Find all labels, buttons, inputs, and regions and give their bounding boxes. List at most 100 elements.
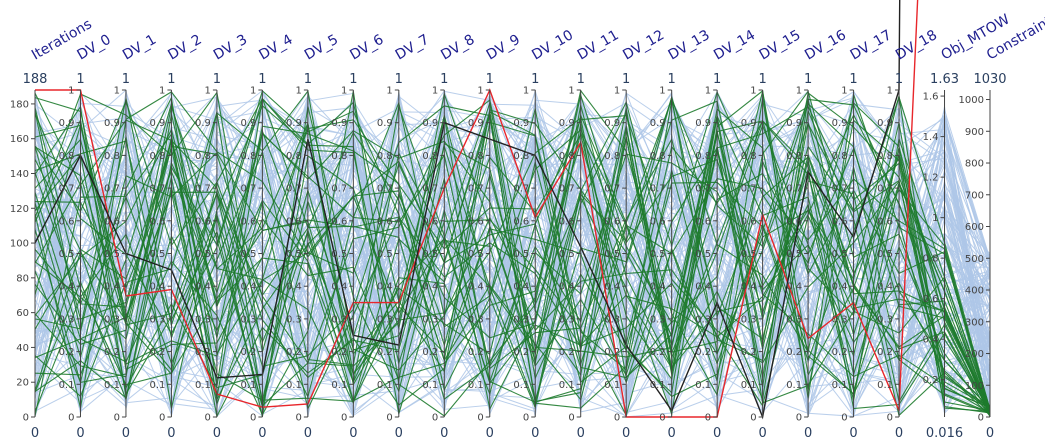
tick-label: 0 bbox=[841, 413, 847, 424]
tick-label: 200 bbox=[965, 349, 984, 360]
tick-label: 0.9 bbox=[877, 118, 893, 129]
axis-title[interactable]: DV_14 bbox=[711, 27, 758, 63]
tick-label: 0.3 bbox=[59, 314, 75, 325]
tick-label: 0.4 bbox=[513, 282, 529, 293]
axis-title[interactable]: DV_4 bbox=[256, 32, 295, 64]
tick-label: 0.1 bbox=[741, 380, 757, 391]
axis-title[interactable]: DV_2 bbox=[165, 32, 204, 64]
tick-label: 160 bbox=[10, 134, 29, 145]
tick-label: 0.8 bbox=[877, 151, 893, 162]
tick-label: 0.4 bbox=[286, 282, 302, 293]
axis-min-label: 0 bbox=[531, 426, 539, 441]
tick-label: 0.5 bbox=[468, 249, 484, 260]
tick-label: 0.4 bbox=[195, 282, 211, 293]
tick-label: 0 bbox=[705, 413, 711, 424]
tick-label: 0.1 bbox=[695, 380, 711, 391]
tick-label: 0.6 bbox=[331, 216, 347, 227]
tick-label: 0.7 bbox=[877, 184, 893, 195]
tick-label: 1 bbox=[114, 86, 120, 97]
axis-title[interactable]: DV_3 bbox=[211, 32, 250, 64]
axis-title[interactable]: DV_5 bbox=[302, 32, 341, 64]
tick-label: 0.8 bbox=[422, 151, 438, 162]
tick-label: 0.9 bbox=[331, 118, 347, 129]
tick-label: 0.9 bbox=[741, 118, 757, 129]
tick-label: 0.5 bbox=[786, 249, 802, 260]
axis-title[interactable]: DV_16 bbox=[802, 27, 849, 63]
tick-label: 100 bbox=[965, 381, 984, 392]
tick-label: 0.6 bbox=[468, 216, 484, 227]
tick-label: 0.6 bbox=[422, 216, 438, 227]
axis-title[interactable]: DV_15 bbox=[757, 27, 804, 63]
axis-max-label: 1 bbox=[349, 72, 357, 87]
axis-title[interactable]: DV_6 bbox=[347, 32, 386, 64]
tick-label: 1000 bbox=[959, 95, 984, 106]
tick-label: 0.6 bbox=[240, 216, 256, 227]
tick-label: 1 bbox=[205, 86, 211, 97]
tick-label: 0.6 bbox=[513, 216, 529, 227]
tick-label: 0.8 bbox=[786, 151, 802, 162]
axis-max-label: 188 bbox=[23, 72, 48, 87]
feasible-line bbox=[34, 92, 991, 414]
feasible-line bbox=[34, 91, 991, 415]
tick-label: 0.2 bbox=[331, 347, 347, 358]
tick-label: 0.7 bbox=[377, 184, 393, 195]
axis-min-label: 0 bbox=[713, 426, 721, 441]
tick-label: 0.2 bbox=[786, 347, 802, 358]
tick-label: 0.7 bbox=[695, 184, 711, 195]
history-line bbox=[34, 92, 991, 415]
tick-label: 0.4 bbox=[650, 282, 666, 293]
tick-label: 0.6 bbox=[150, 216, 166, 227]
tick-label: 0.1 bbox=[877, 380, 893, 391]
tick-label: 0.9 bbox=[559, 118, 575, 129]
tick-label: 0.4 bbox=[923, 335, 939, 346]
tick-label: 120 bbox=[10, 204, 29, 215]
tick-label: 600 bbox=[965, 222, 984, 233]
feasible-line bbox=[34, 89, 991, 413]
axis-title[interactable]: DV_7 bbox=[393, 32, 432, 64]
tick-label: 0.5 bbox=[877, 249, 893, 260]
axis-max-label: 1 bbox=[804, 72, 812, 87]
axis-title[interactable]: DV_9 bbox=[484, 32, 523, 64]
tick-label: 0.3 bbox=[104, 314, 120, 325]
tick-label: 0.6 bbox=[559, 216, 575, 227]
axis-title[interactable]: DV_12 bbox=[620, 27, 667, 63]
tick-label: 0.9 bbox=[286, 118, 302, 129]
tick-label: 0.2 bbox=[559, 347, 575, 358]
axis-title[interactable]: DV_13 bbox=[666, 27, 713, 63]
axis-title[interactable]: DV_10 bbox=[529, 27, 576, 63]
axis-min-label: 0 bbox=[849, 426, 857, 441]
tick-label: 1 bbox=[250, 86, 256, 97]
tick-label: 0.1 bbox=[104, 380, 120, 391]
tick-label: 0.1 bbox=[240, 380, 256, 391]
tick-label: 0.4 bbox=[604, 282, 620, 293]
tick-label: 0.9 bbox=[786, 118, 802, 129]
axis-max-label: 1 bbox=[213, 72, 221, 87]
axis-title[interactable]: DV_8 bbox=[438, 32, 477, 64]
feasible-line bbox=[34, 90, 991, 415]
axis-title[interactable]: DV_11 bbox=[575, 27, 622, 63]
tick-label: 0.8 bbox=[104, 151, 120, 162]
tick-label: 1 bbox=[523, 86, 529, 97]
feasible-line bbox=[34, 89, 991, 412]
tick-label: 0.9 bbox=[104, 118, 120, 129]
tick-label: 0.4 bbox=[832, 282, 848, 293]
tick-label: 0.9 bbox=[650, 118, 666, 129]
tick-label: 0.3 bbox=[695, 314, 711, 325]
axis-title[interactable]: DV_17 bbox=[848, 27, 895, 63]
tick-label: 900 bbox=[965, 127, 984, 138]
tick-label: 0.5 bbox=[832, 249, 848, 260]
axis-max-label: 1.63 bbox=[930, 72, 959, 87]
axis-max-label: 1 bbox=[304, 72, 312, 87]
tick-label: 0.3 bbox=[377, 314, 393, 325]
tick-label: 0.6 bbox=[832, 216, 848, 227]
tick-label: 500 bbox=[965, 254, 984, 265]
tick-label: 0.2 bbox=[195, 347, 211, 358]
feasible-line bbox=[34, 89, 991, 409]
axis-title[interactable]: DV_1 bbox=[120, 32, 159, 64]
tick-label: 1 bbox=[887, 86, 893, 97]
tick-label: 0.6 bbox=[741, 216, 757, 227]
axis-min-label: 0 bbox=[440, 426, 448, 441]
tick-label: 0.1 bbox=[59, 380, 75, 391]
tick-label: 0.2 bbox=[468, 347, 484, 358]
feasible-line bbox=[34, 98, 991, 411]
